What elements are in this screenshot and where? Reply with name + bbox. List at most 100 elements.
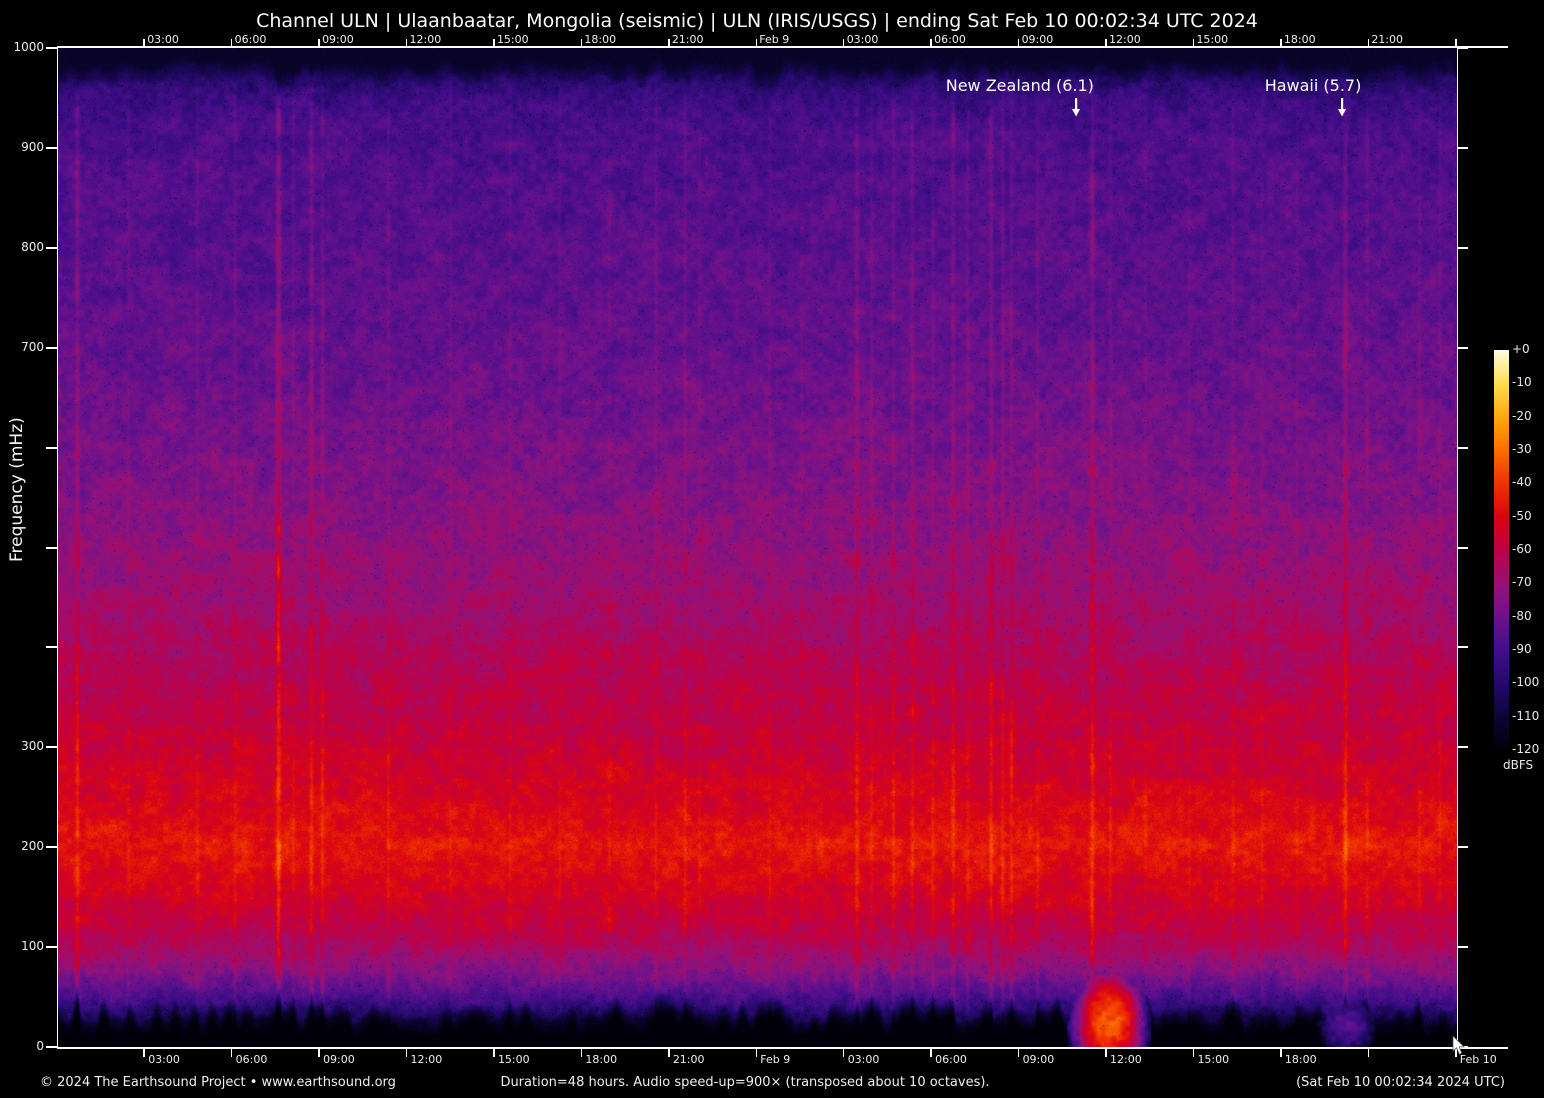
bottom-axis-tick <box>405 1048 408 1057</box>
bottom-axis-label: 18:00 <box>1284 1053 1317 1066</box>
y-axis-tick-left <box>46 47 57 49</box>
left-spine <box>56 46 58 1048</box>
down-arrow-icon <box>1336 98 1348 121</box>
y-axis-label: 300 <box>21 739 44 754</box>
bottom-axis-label: 06:00 <box>935 1053 967 1066</box>
bottom-axis-tick <box>842 1048 845 1057</box>
y-axis-tick-left <box>46 1046 57 1048</box>
y-axis-label: 700 <box>21 339 44 354</box>
top-axis-tick <box>580 39 583 47</box>
bottom-axis-label: Feb 9 <box>760 1053 791 1066</box>
footer-timestamp: (Sat Feb 10 00:02:34 2024 UTC) <box>1296 1075 1505 1090</box>
top-axis-tick <box>1367 39 1370 47</box>
top-axis-tick <box>230 39 233 47</box>
colorbar-tick-label: -80 <box>1512 608 1532 623</box>
top-axis-tick <box>842 39 845 47</box>
top-axis-tick <box>755 39 757 47</box>
bottom-axis-tick <box>1192 1048 1195 1057</box>
bottom-axis-tick <box>230 1048 233 1057</box>
colorbar-tick-label: -70 <box>1512 575 1532 590</box>
y-axis-tick-left <box>46 646 57 649</box>
colorbar-tick-label: -120 <box>1512 742 1540 756</box>
y-axis-label: 0 <box>36 1039 44 1053</box>
y-axis-tick-left <box>46 446 57 449</box>
y-axis-tick-left <box>46 346 57 349</box>
top-spine <box>57 46 1508 48</box>
top-axis-label: 03:00 <box>147 33 179 46</box>
bottom-axis-label: 21:00 <box>672 1053 705 1066</box>
mouse-cursor-icon <box>1452 1036 1465 1055</box>
y-axis-label: 200 <box>21 839 44 854</box>
top-axis-tick <box>1455 39 1457 47</box>
top-axis-label: 12:00 <box>1109 33 1141 46</box>
colorbar-tick-label: -30 <box>1512 442 1532 456</box>
top-axis-label: 18:00 <box>584 33 617 46</box>
earthquake-annotation-label: New Zealand (6.1) <box>945 76 1094 95</box>
bottom-axis-tick <box>930 1048 932 1057</box>
bottom-axis-tick <box>668 1048 670 1057</box>
top-axis-label: 06:00 <box>234 33 267 46</box>
colorbar-tick-label: -60 <box>1512 542 1532 556</box>
top-axis-label: 18:00 <box>1283 33 1316 46</box>
top-axis-label: 15:00 <box>1196 33 1229 46</box>
y-axis-tick-left <box>46 946 57 949</box>
top-axis-tick <box>668 39 670 47</box>
spectrogram-canvas <box>58 48 1457 1047</box>
top-axis-tick <box>1192 39 1195 47</box>
bottom-axis-tick <box>580 1048 583 1057</box>
y-axis-label: 800 <box>21 239 44 254</box>
top-axis-tick <box>930 39 932 47</box>
bottom-axis-label: 15:00 <box>1197 1053 1230 1066</box>
colorbar-tick-label: -10 <box>1512 375 1532 390</box>
y-axis-tick-left <box>46 146 57 149</box>
colorbar-tick-label: -40 <box>1512 475 1532 490</box>
y-axis-tick-left <box>46 246 57 249</box>
bottom-axis-tick <box>493 1048 495 1057</box>
y-axis-tick-right <box>1457 746 1468 749</box>
bottom-axis-label: 12:00 <box>1110 1053 1142 1066</box>
y-axis-tick-left <box>46 746 57 749</box>
top-axis-label: 21:00 <box>1371 33 1404 46</box>
colorbar-tick-label: -90 <box>1512 642 1532 656</box>
bottom-axis-tick <box>1367 1048 1370 1057</box>
bottom-axis-label: 09:00 <box>323 1053 355 1066</box>
y-axis-tick-right <box>1457 47 1468 49</box>
bottom-axis-label: 18:00 <box>585 1053 618 1066</box>
y-axis-title: Frequency (mHz) <box>7 417 27 562</box>
bottom-axis-tick <box>1280 1048 1282 1057</box>
footer-duration: Duration=48 hours. Audio speed-up=900× (… <box>500 1075 990 1090</box>
top-axis-label: 15:00 <box>496 33 529 46</box>
top-axis-label: 03:00 <box>846 33 879 46</box>
top-axis-tick <box>1280 39 1282 47</box>
bottom-axis-label: 09:00 <box>1022 1053 1055 1066</box>
top-axis-tick <box>318 39 320 47</box>
top-axis-tick <box>405 39 408 47</box>
y-axis-tick-right <box>1457 546 1468 549</box>
top-axis-label: 09:00 <box>322 33 354 46</box>
colorbar-tick-label: -50 <box>1512 508 1532 523</box>
colorbar-tick-label: -20 <box>1512 408 1532 423</box>
y-axis-tick-right <box>1457 346 1468 349</box>
bottom-axis-tick <box>1017 1048 1020 1057</box>
bottom-axis-label: 03:00 <box>148 1053 180 1066</box>
top-axis-tick <box>1105 39 1107 47</box>
colorbar-unit-label: dBFS <box>1503 758 1534 772</box>
colorbar-tick-label: +0 <box>1512 342 1530 356</box>
y-axis-tick-right <box>1457 646 1468 649</box>
colorbar-tick-label: -110 <box>1512 708 1540 723</box>
bottom-axis-tick <box>318 1048 320 1057</box>
y-axis-label: 900 <box>21 139 44 154</box>
top-axis-label: 06:00 <box>934 33 966 46</box>
page-title: Channel ULN | Ulaanbaatar, Mongolia (sei… <box>256 10 1258 32</box>
bottom-spine <box>57 1047 1508 1049</box>
down-arrow-icon <box>1070 98 1082 121</box>
top-axis-label: 21:00 <box>671 33 704 46</box>
top-axis-label: Feb 9 <box>759 33 790 46</box>
top-axis-tick <box>143 39 145 47</box>
y-axis-label: 100 <box>21 939 44 954</box>
y-axis-tick-right <box>1457 946 1468 949</box>
earthquake-annotation-label: Hawaii (5.7) <box>1264 76 1362 95</box>
top-axis-tick <box>1017 39 1020 47</box>
bottom-axis-label: 12:00 <box>410 1053 443 1066</box>
